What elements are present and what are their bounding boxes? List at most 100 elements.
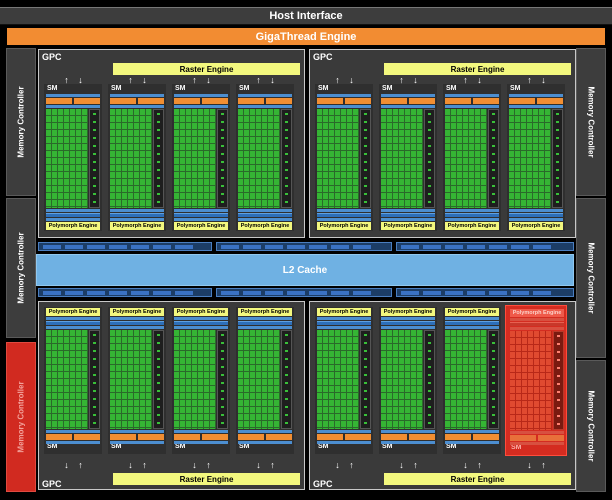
warp-scheduler [174, 434, 200, 440]
l2-slice [423, 245, 441, 249]
sfu-unit [157, 153, 160, 155]
warp-scheduler [538, 435, 564, 441]
warp-scheduler [110, 98, 136, 104]
polymorph-engine: Polymorph Engine [510, 309, 564, 317]
sfu-unit [157, 350, 160, 352]
sfu-unit [221, 193, 224, 195]
sfu-unit [557, 423, 560, 425]
register-file-bar [46, 317, 100, 320]
arrow-up-icon: ↑ [78, 460, 83, 470]
sfu-unit [93, 129, 96, 131]
warp-scheduler [46, 98, 72, 104]
sfu-unit [221, 137, 224, 139]
sfu-unit [428, 185, 431, 187]
sfu-unit [93, 350, 96, 352]
register-file-bar [317, 209, 371, 212]
l2-slice [153, 291, 171, 295]
cuda-core-grid [317, 330, 359, 429]
sfu-unit [556, 169, 559, 171]
sfu-unit [93, 366, 96, 368]
register-file-bar [445, 441, 499, 444]
memory-controller: Memory Controller [6, 198, 36, 338]
sfu-unit [285, 390, 288, 392]
sfu-unit [157, 137, 160, 139]
l2-interconnect-segment [396, 288, 574, 297]
sfu-unit [221, 334, 224, 336]
l2-slice [467, 291, 485, 295]
streaming-multiprocessor: SM Polymorph Engine [379, 307, 437, 454]
ld-st-sfu-column [217, 109, 228, 208]
sfu-unit [428, 358, 431, 360]
sfu-unit [93, 145, 96, 147]
arrow-up-icon: ↑ [349, 460, 354, 470]
register-file-bar [46, 94, 100, 97]
register-file-bar [445, 326, 499, 329]
sfu-unit [93, 382, 96, 384]
polymorph-engine: Polymorph Engine [381, 308, 435, 316]
sfu-unit [557, 407, 560, 409]
register-file-bar [445, 94, 499, 97]
sfu-unit [93, 153, 96, 155]
register-file-bar [381, 430, 435, 433]
texture-unit-bar [46, 213, 100, 217]
register-file-bar [381, 94, 435, 97]
texture-unit-bar [110, 321, 164, 325]
texture-unit-bar [445, 213, 499, 217]
memory-controller: Memory Controller [576, 198, 606, 358]
sfu-unit [492, 177, 495, 179]
l2-slice [131, 245, 149, 249]
memory-controller: Memory Controller [576, 48, 606, 196]
sfu-unit [221, 414, 224, 416]
sfu-unit [492, 185, 495, 187]
l2-interconnect-segment [216, 288, 392, 297]
register-file-bar [174, 105, 228, 108]
arrow-up-icon: ↑ [477, 460, 482, 470]
register-file-bar [509, 218, 563, 221]
l2-slice [265, 245, 283, 249]
gpc-label: GPC [313, 479, 333, 489]
sfu-unit [492, 169, 495, 171]
ld-st-sfu-column [424, 109, 435, 208]
l2-interconnect-segment [38, 242, 212, 251]
l2-slice [287, 245, 305, 249]
streaming-multiprocessor: SM Polymorph Engine [108, 84, 166, 231]
cuda-core-grid [110, 330, 152, 429]
sfu-unit [364, 193, 367, 195]
warp-scheduler [409, 98, 435, 104]
warp-scheduler [74, 434, 100, 440]
sfu-unit [285, 374, 288, 376]
register-file-bar [238, 326, 292, 329]
warp-scheduler [266, 434, 292, 440]
sfu-unit [285, 398, 288, 400]
sfu-unit [364, 398, 367, 400]
sfu-unit [285, 201, 288, 203]
sfu-unit [221, 161, 224, 163]
sfu-unit [364, 113, 367, 115]
polymorph-engine: Polymorph Engine [509, 222, 563, 230]
sfu-unit [364, 185, 367, 187]
warp-scheduler [445, 98, 471, 104]
warp-scheduler [345, 434, 371, 440]
register-file-bar [238, 430, 292, 433]
streaming-multiprocessor: SM Polymorph Engine [315, 84, 373, 231]
sfu-unit [364, 350, 367, 352]
l2-slice [353, 245, 371, 249]
sfu-unit [285, 153, 288, 155]
streaming-multiprocessor: SM Polymorph Engine [315, 307, 373, 454]
sfu-unit [492, 193, 495, 195]
sfu-unit [492, 201, 495, 203]
arrow-down-icon: ↓ [128, 460, 133, 470]
warp-scheduler [138, 98, 164, 104]
sfu-unit [93, 185, 96, 187]
sfu-unit [492, 414, 495, 416]
sfu-unit [285, 382, 288, 384]
l2-slice [401, 291, 419, 295]
sfu-unit [364, 201, 367, 203]
streaming-multiprocessor: SM Polymorph Engine [443, 84, 501, 231]
sfu-unit [221, 342, 224, 344]
register-file-bar [238, 105, 292, 108]
register-file-bar [110, 441, 164, 444]
polymorph-engine: Polymorph Engine [174, 222, 228, 230]
gpc-label: GPC [42, 52, 62, 62]
sfu-unit [93, 342, 96, 344]
